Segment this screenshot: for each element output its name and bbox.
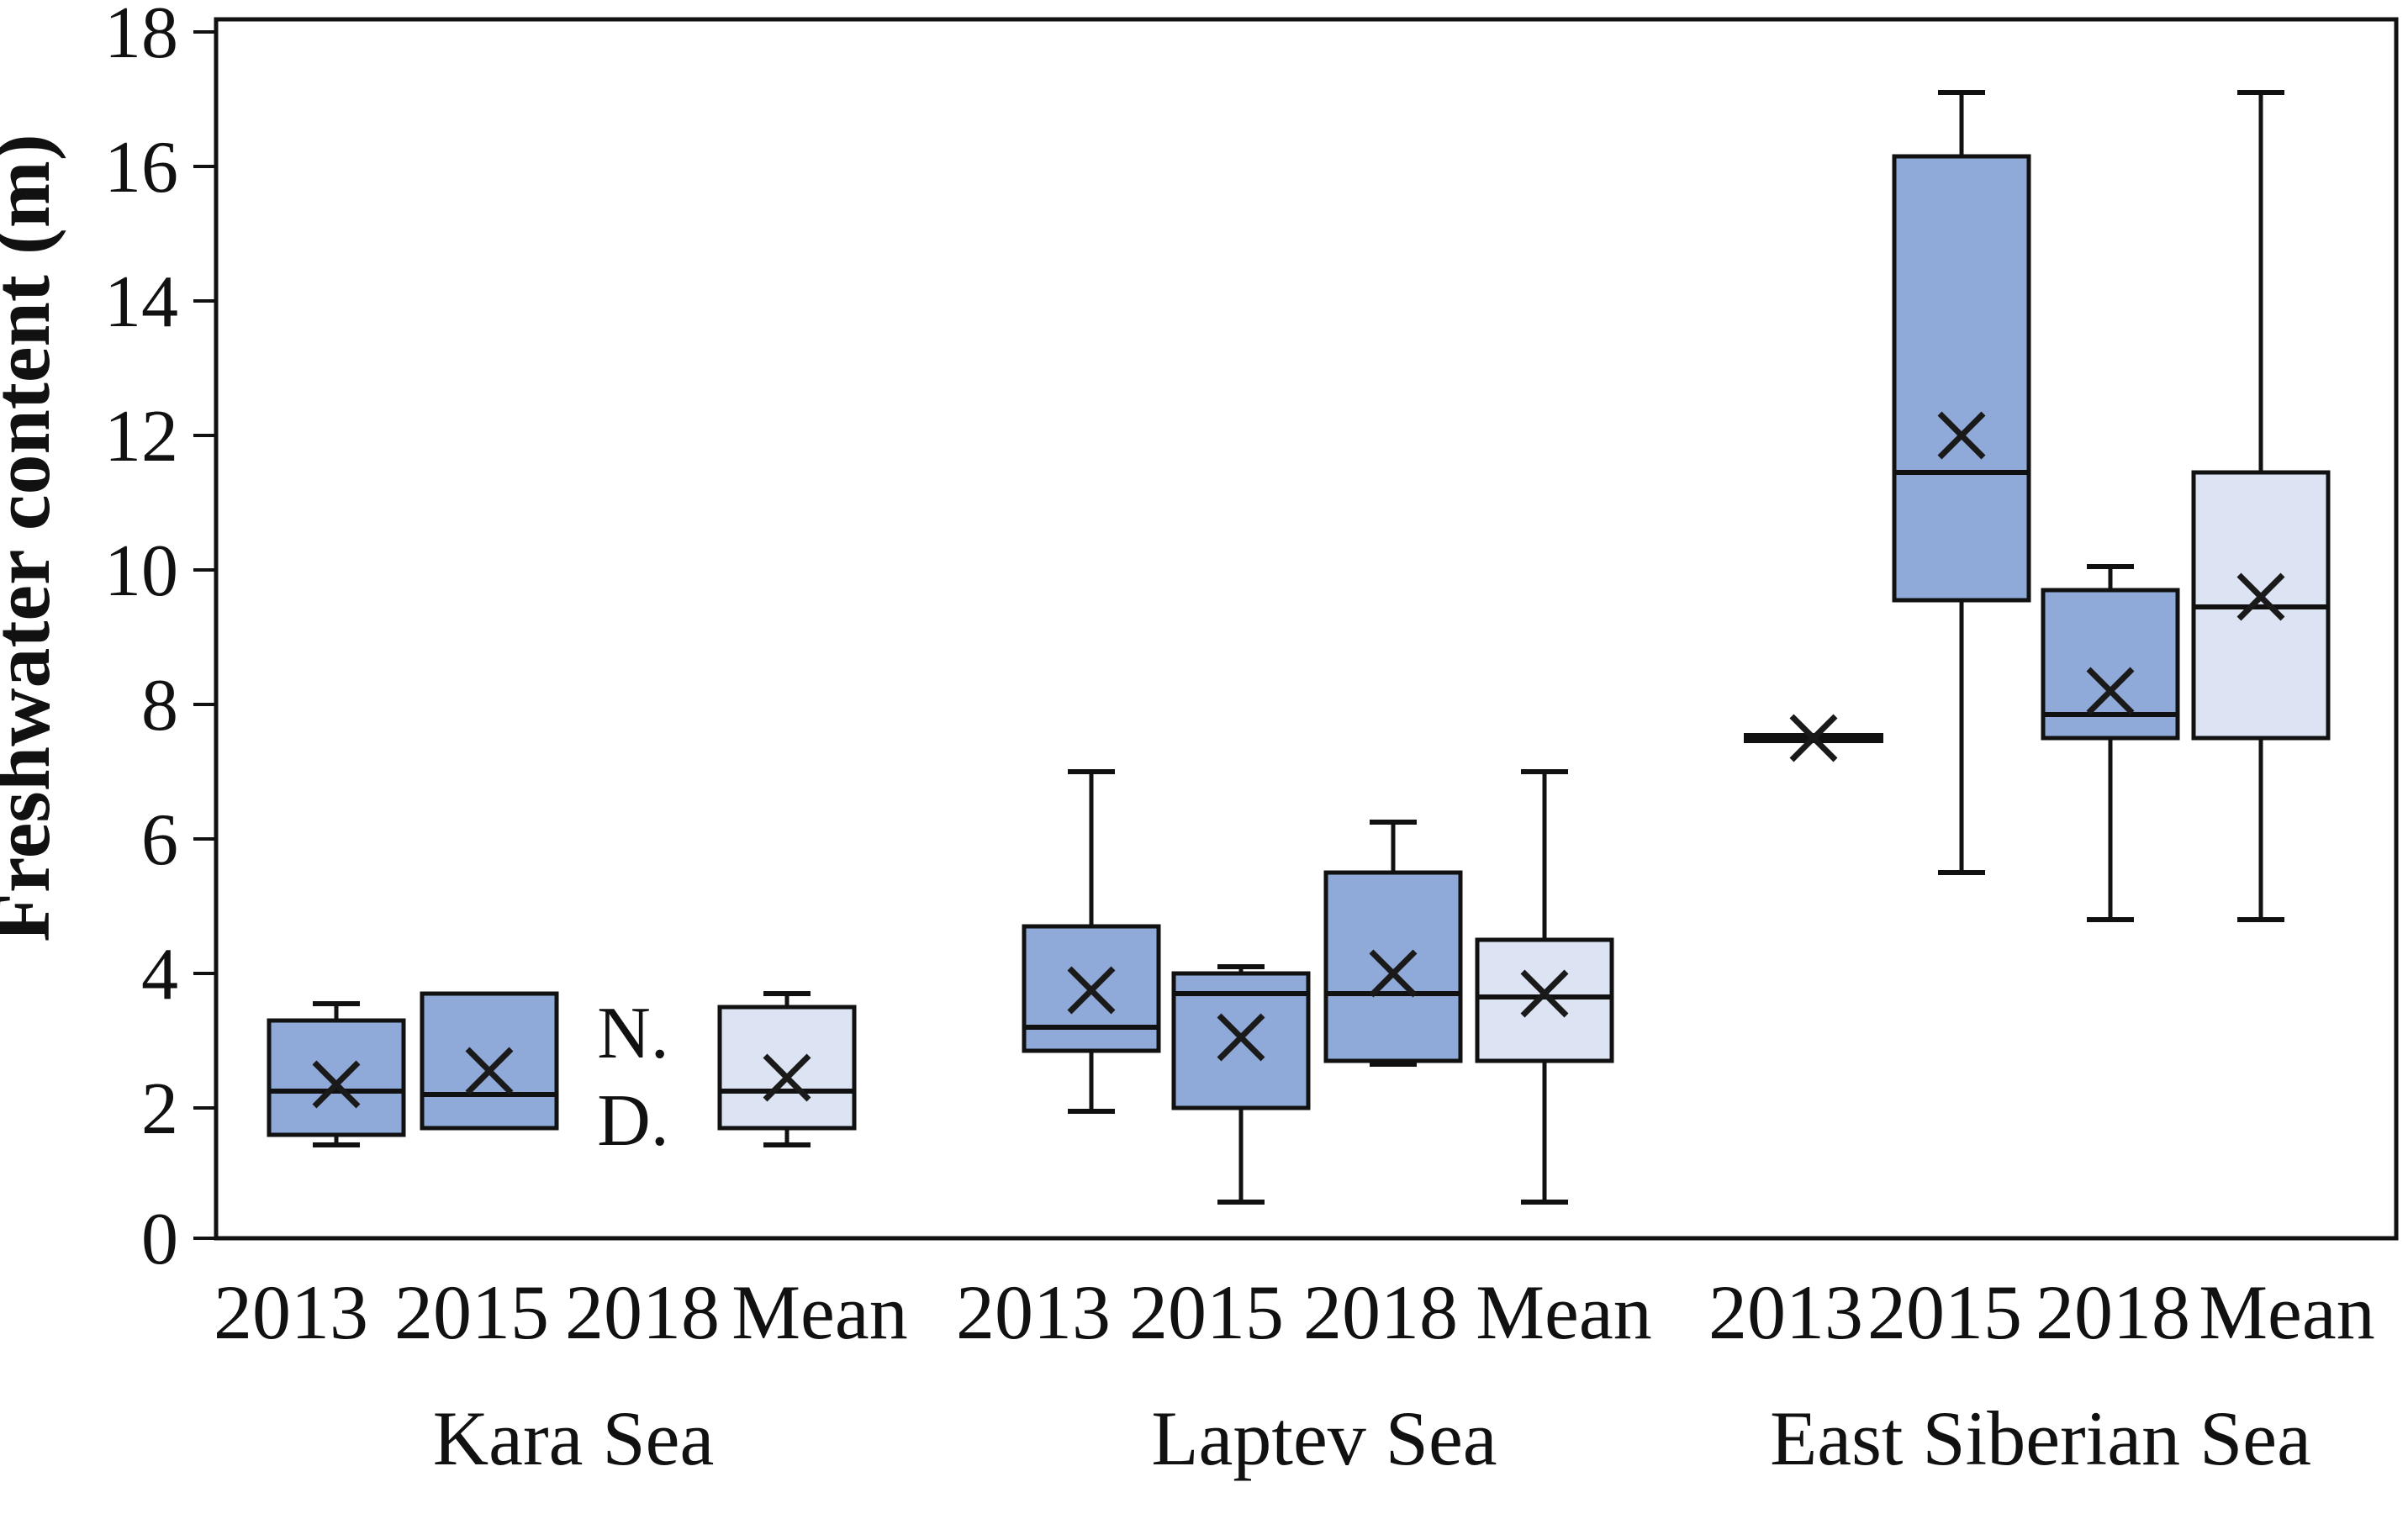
- mean-marker-laptev-sea-2013: [1067, 966, 1116, 1015]
- y-axis-tick-label: 8: [141, 665, 178, 746]
- box-east-siberian-sea-2015: [1892, 154, 2031, 603]
- mean-marker-east-siberian-sea-2015: [1937, 411, 1986, 460]
- y-axis-tick-label: 16: [104, 127, 178, 208]
- x-tick-label-laptev-sea-2018: 2018: [1303, 1269, 1458, 1355]
- y-axis-tick-label: 6: [141, 799, 178, 881]
- x-tick-label-laptev-sea-mean: Mean: [1476, 1269, 1651, 1355]
- y-axis-tick-label: 18: [104, 0, 178, 74]
- mean-marker-east-siberian-sea-2018: [2086, 667, 2135, 715]
- mean-marker-laptev-sea-mean: [1520, 969, 1569, 1018]
- plot-frame: [214, 17, 2399, 1241]
- x-tick-label-laptev-sea-2015: 2015: [1129, 1269, 1284, 1355]
- y-axis-tick-label: 10: [104, 530, 178, 612]
- x-tick-label-laptev-sea-2013: 2013: [956, 1269, 1111, 1355]
- x-tick-label-east-siberian-sea-2013: 2013: [1708, 1269, 1863, 1355]
- y-axis-title: Freshwater content (m): [0, 134, 66, 942]
- box-kara-sea-mean: [717, 1005, 857, 1131]
- box-laptev-sea-2018: [1323, 870, 1463, 1063]
- y-axis-tick-label: 12: [104, 396, 178, 477]
- box-kara-sea-2015: [420, 991, 559, 1131]
- box-laptev-sea-mean: [1475, 937, 1614, 1063]
- y-axis-tick-label: 0: [141, 1199, 178, 1280]
- box-kara-sea-2013: [267, 1018, 406, 1137]
- x-tick-label-east-siberian-sea-2015: 2015: [1867, 1269, 2022, 1355]
- mean-marker-laptev-sea-2018: [1369, 949, 1418, 998]
- x-tick-label-kara-sea-2013: 2013: [214, 1269, 368, 1355]
- no-data-note-kara-sea-2018: D.: [597, 1080, 669, 1162]
- mean-marker-east-siberian-sea-mean: [2236, 572, 2285, 621]
- x-tick-label-kara-sea-mean: Mean: [731, 1269, 907, 1355]
- group-label-laptev-sea: Laptev Sea: [1151, 1395, 1497, 1481]
- mean-marker-laptev-sea-2015: [1217, 1013, 1265, 1062]
- group-label-east-siberian-sea: East Siberian Sea: [1770, 1395, 2311, 1481]
- y-axis-tick-label: 2: [141, 1068, 178, 1150]
- y-axis-tick-label: 14: [104, 261, 178, 343]
- x-tick-label-kara-sea-2015: 2015: [394, 1269, 549, 1355]
- x-tick-label-east-siberian-sea-mean: Mean: [2199, 1269, 2374, 1355]
- mean-marker-kara-sea-2015: [465, 1047, 514, 1095]
- mean-marker-kara-sea-mean: [763, 1053, 811, 1102]
- no-data-note-kara-sea-2018: N.: [597, 993, 669, 1074]
- mean-marker-east-siberian-sea-2013: [1789, 714, 1838, 762]
- x-tick-label-east-siberian-sea-2018: 2018: [2036, 1269, 2190, 1355]
- group-label-kara-sea: Kara Sea: [433, 1395, 715, 1481]
- mean-marker-kara-sea-2013: [312, 1060, 361, 1109]
- y-axis-tick-label: 4: [141, 934, 178, 1015]
- x-tick-label-kara-sea-2018: 2018: [565, 1269, 720, 1355]
